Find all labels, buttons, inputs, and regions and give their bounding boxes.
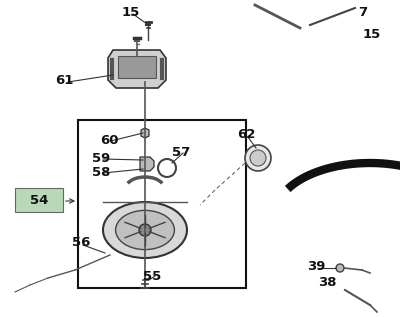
- Text: 59: 59: [92, 152, 110, 165]
- Text: 15: 15: [363, 29, 381, 42]
- Text: 58: 58: [92, 165, 110, 178]
- Ellipse shape: [103, 202, 187, 258]
- Polygon shape: [141, 128, 149, 138]
- Circle shape: [336, 264, 344, 272]
- Text: 7: 7: [358, 5, 367, 18]
- Text: 54: 54: [30, 193, 48, 206]
- Polygon shape: [140, 157, 154, 171]
- Ellipse shape: [116, 210, 174, 249]
- Polygon shape: [118, 56, 156, 78]
- Text: 57: 57: [172, 146, 190, 158]
- Text: 15: 15: [122, 7, 140, 20]
- Text: 62: 62: [237, 128, 255, 141]
- Text: 39: 39: [307, 260, 325, 273]
- Circle shape: [250, 150, 266, 166]
- Bar: [15, 188, 63, 212]
- Bar: [78, 120, 246, 288]
- Text: 61: 61: [55, 74, 73, 87]
- Circle shape: [245, 145, 271, 171]
- Text: 60: 60: [100, 133, 118, 146]
- Text: 38: 38: [318, 276, 336, 289]
- Text: 56: 56: [72, 236, 90, 249]
- Polygon shape: [108, 50, 166, 88]
- Circle shape: [139, 224, 151, 236]
- Text: 55: 55: [143, 269, 161, 282]
